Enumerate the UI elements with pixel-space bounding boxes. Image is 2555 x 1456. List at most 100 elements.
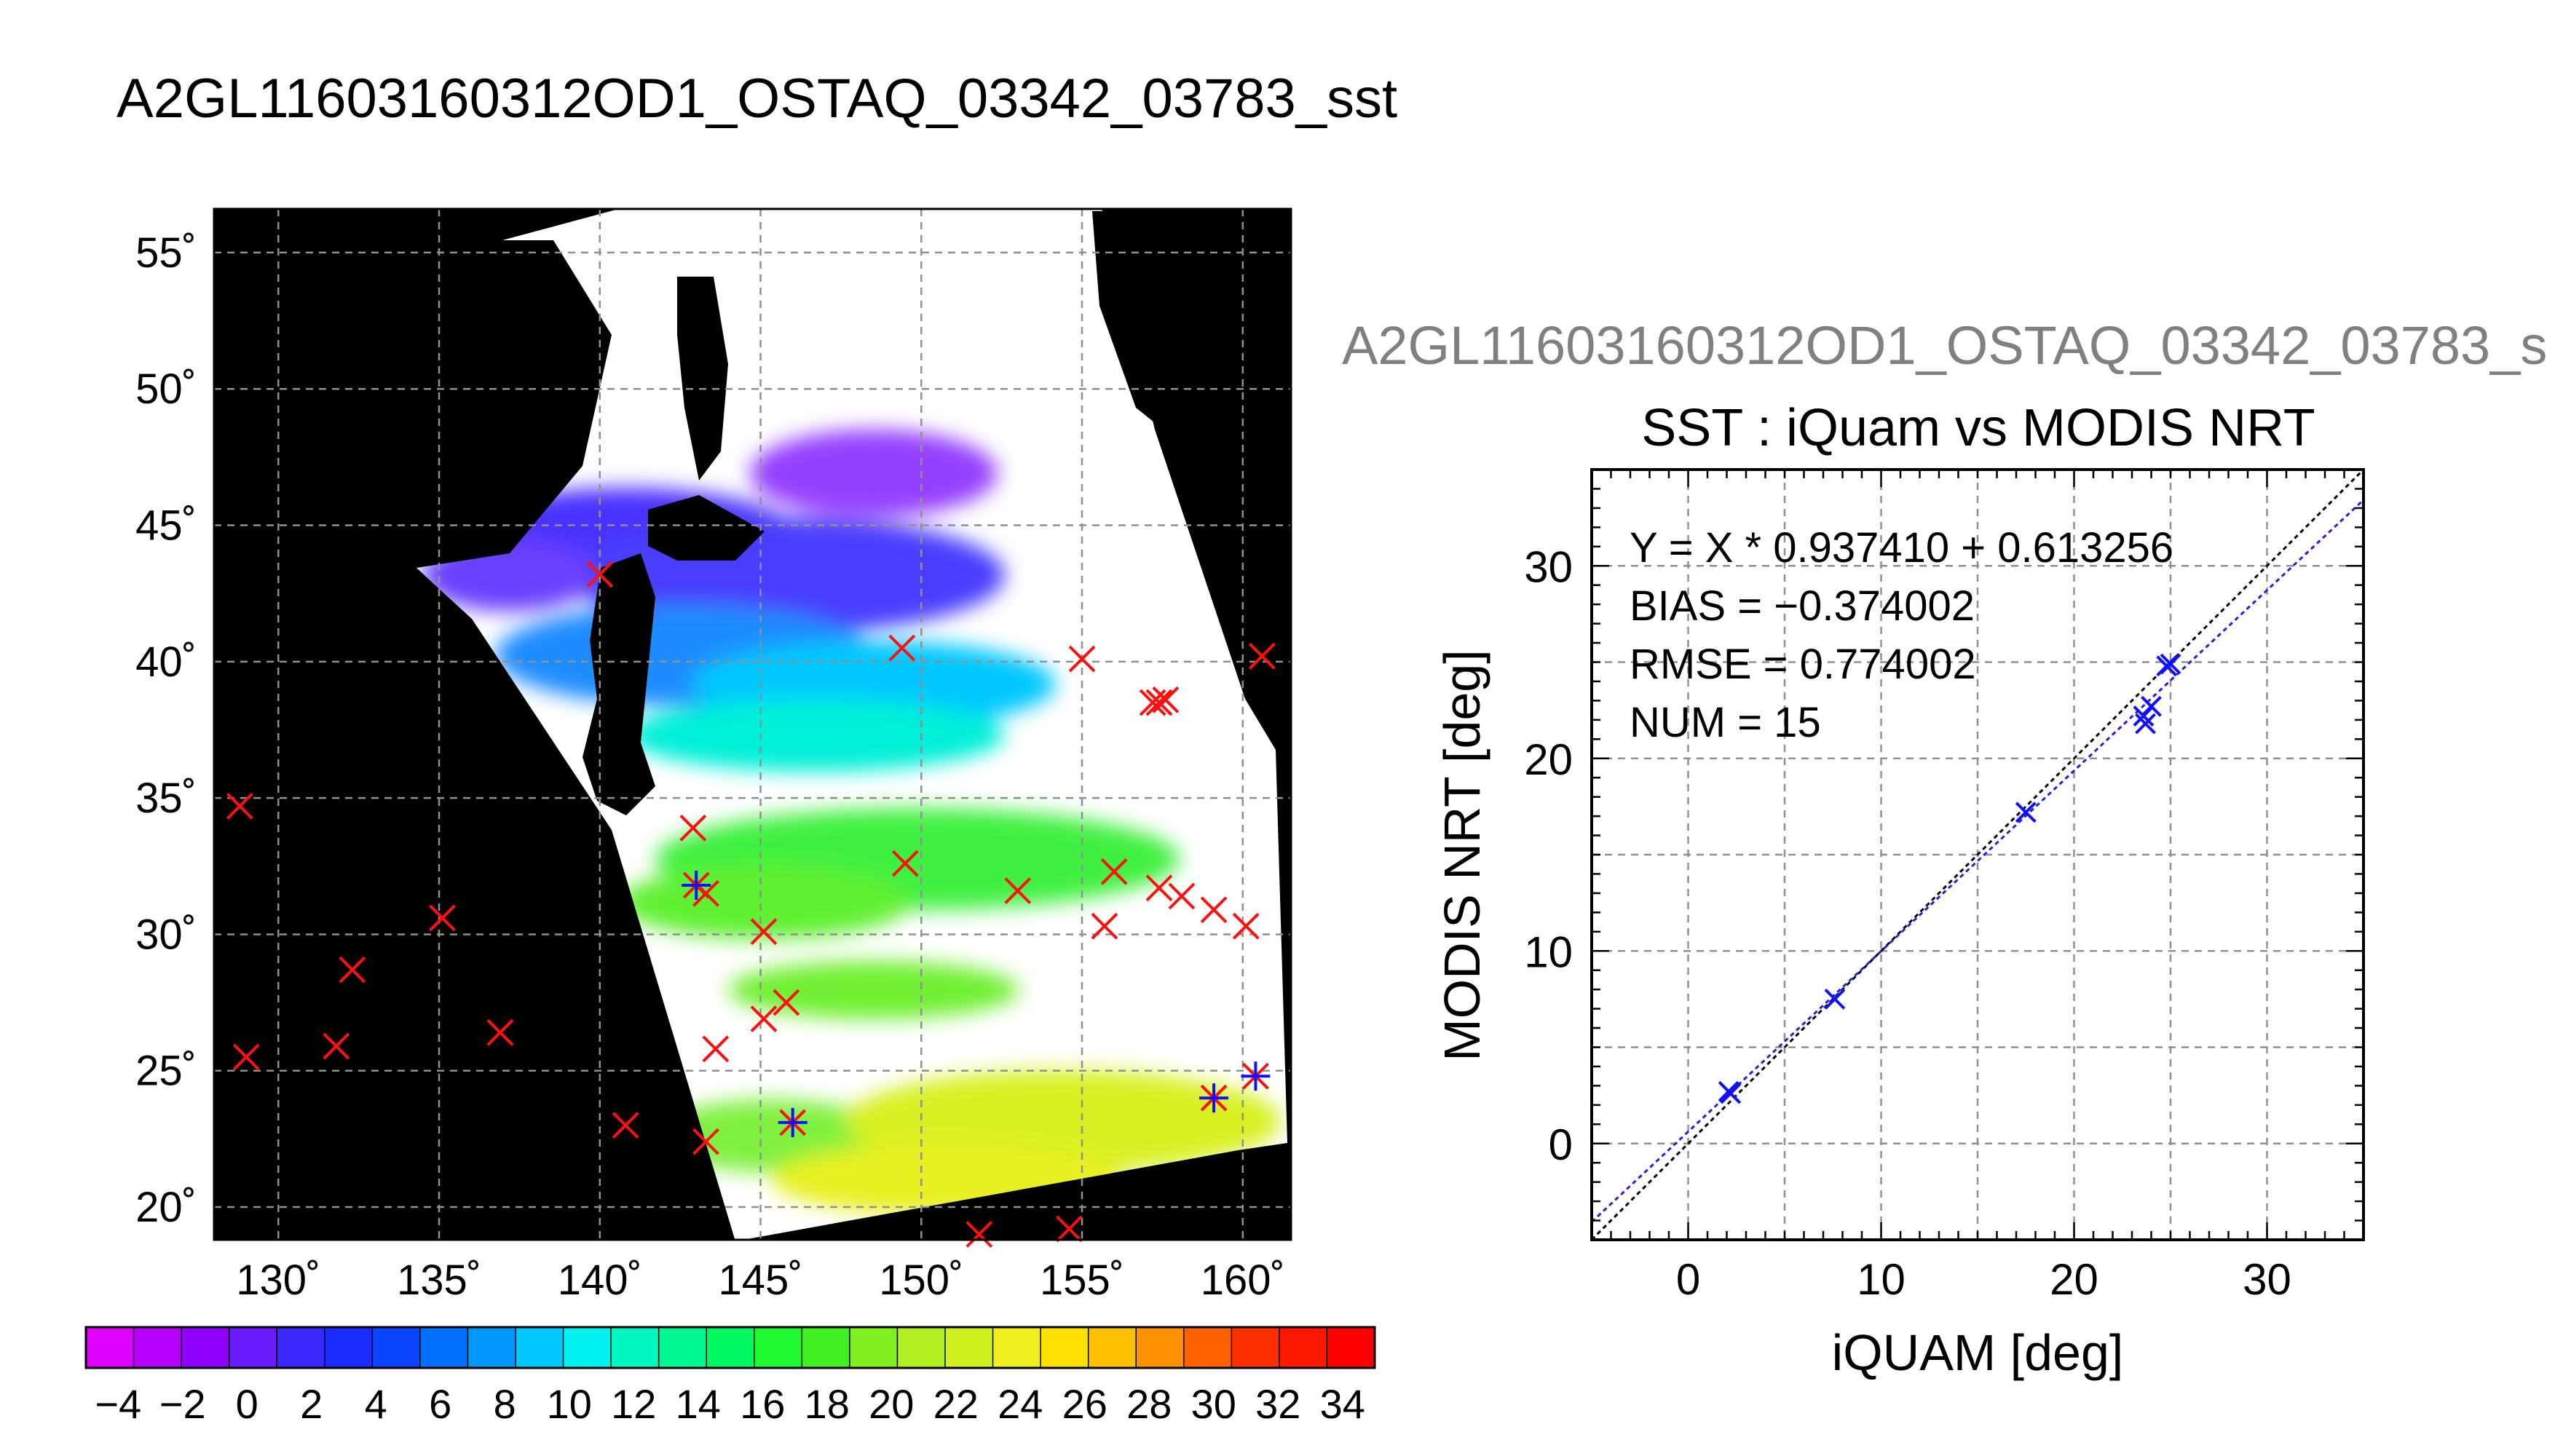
scatter-point (1720, 1083, 1742, 1104)
colorbar-tick-label: 26 (1062, 1381, 1107, 1427)
map-frame (213, 207, 1292, 1241)
map-lat-tick-label: 35˚ (135, 775, 197, 822)
map-lat-tick-label: 25˚ (135, 1048, 197, 1095)
colorbar-tick-label: −4 (95, 1381, 141, 1427)
colorbar-segment (1279, 1327, 1328, 1368)
colorbar: −4 −2 0 2 4 6 8 10 12 14 16 18 20 22 24 26 28 30 32 34 (84, 1326, 1376, 1427)
colorbar-segment (1088, 1327, 1137, 1368)
colorbar-tick-label: 28 (1126, 1381, 1172, 1427)
colorbar-tick-label: 10 (547, 1381, 592, 1427)
map-lat-tick-label: 30˚ (135, 911, 197, 958)
scatter-ylabel: MODIS NRT [deg] (1434, 649, 1490, 1061)
map-lon-tick-label: 140˚ (558, 1257, 642, 1296)
map-matchup-red (1248, 642, 1276, 670)
colorbar-tick-label: 0 (236, 1381, 258, 1427)
scatter-stats: Y = X * 0.937410 + 0.613256 BIAS = −0.37… (1630, 524, 2173, 746)
map-matchup-red (702, 1035, 730, 1063)
map-matchup-red (1068, 645, 1096, 673)
scatter-xlabel: iQUAM [deg] (1832, 1324, 2124, 1381)
colorbar-frame (84, 1326, 1376, 1369)
map-matchup-blue (778, 1107, 807, 1137)
scatter-x-tick-label: 10 (1857, 1255, 1906, 1304)
colorbar-segment (945, 1327, 994, 1368)
map-matchup-red (1145, 689, 1173, 716)
scatter-x-tick-labels: 0 10 20 30 (1676, 1255, 2291, 1304)
colorbar-tick-label: 6 (429, 1381, 451, 1427)
map-matchup-red (1152, 686, 1180, 713)
colorbar-segment (658, 1327, 707, 1368)
colorbar-segment (277, 1327, 325, 1368)
map-matchup-red (1055, 1215, 1083, 1243)
map-lon-ticks: 130˚ 135˚ 140˚ 145˚ 150˚ 155˚ 160˚ (236, 1257, 1285, 1296)
map-matchup-red (232, 1043, 260, 1071)
stat-bias: BIAS = −0.374002 (1630, 582, 1975, 630)
map-matchup-red (1232, 912, 1260, 940)
colorbar-segment (611, 1327, 660, 1368)
map-lon-tick-label: 155˚ (1040, 1257, 1124, 1296)
scatter-point (1824, 988, 1846, 1010)
colorbar-tick-label: 24 (998, 1381, 1043, 1427)
colorbar-segment (563, 1327, 612, 1368)
scatter-tick-marks (1590, 468, 2365, 1241)
stat-fit-equation: Y = X * 0.937410 + 0.613256 (1630, 524, 2173, 571)
map-lat-tick-label: 50˚ (135, 365, 197, 413)
map-lat-ticks: 55˚ 50˚ 45˚ 40˚ 35˚ 30˚ 25˚ 20˚ (135, 229, 197, 1231)
scatter-lines (1590, 468, 2365, 1241)
sakhalin (677, 277, 728, 480)
colorbar-tick-label: 34 (1320, 1381, 1365, 1427)
map-lon-tick-label: 135˚ (397, 1257, 481, 1296)
map-matchup-red (586, 561, 614, 588)
map-matchup-red (679, 814, 707, 842)
map-matchup-red (888, 634, 916, 662)
colorbar-segment (1231, 1327, 1280, 1368)
scatter-x-tick-label: 20 (2050, 1255, 2098, 1304)
colorbar-segment (754, 1327, 802, 1368)
scatter-x-tick-label: 0 (1676, 1255, 1700, 1304)
asia-mainland (416, 240, 612, 568)
map-matchup-red (339, 956, 366, 984)
colorbar-tick-label: 12 (611, 1381, 656, 1427)
colorbar-tick-label: 2 (300, 1381, 323, 1427)
map-matchup-red (965, 1221, 993, 1248)
scatter-y-tick-label: 10 (1524, 927, 1573, 976)
colorbar-segment (419, 1327, 469, 1368)
main-title: A2GL11603160312OD1_OSTAQ_03342_03783_sst (117, 68, 1398, 130)
map-lat-tick-label: 55˚ (135, 229, 197, 277)
colorbar-segments (86, 1327, 1375, 1368)
map-matchup-red (429, 904, 456, 932)
colorbar-tick-label: −2 (159, 1381, 206, 1427)
map-matchup-red (323, 1032, 350, 1060)
colorbar-segment (1183, 1327, 1232, 1368)
map-matchup-red (692, 1128, 719, 1155)
map-matchup-red (1004, 877, 1032, 904)
colorbar-tick-label: 8 (494, 1381, 516, 1427)
colorbar-segment (849, 1327, 899, 1368)
colorbar-segment (467, 1327, 516, 1368)
map-matchup-red (1091, 912, 1118, 940)
map-lat-tick-label: 40˚ (135, 638, 197, 686)
scatter-subtitle: A2GL11603160312OD1_OSTAQ_03342_03783_s (1342, 315, 2548, 376)
colorbar-segment (372, 1327, 421, 1368)
map-matchup-blue (1199, 1083, 1229, 1113)
colorbar-segment (706, 1327, 755, 1368)
scatter-y-tick-label: 20 (1524, 735, 1573, 784)
map-matchup-red (750, 1005, 778, 1032)
scatter-point (2135, 713, 2156, 735)
colorbar-tick-label: 4 (365, 1381, 387, 1427)
colorbar-segment (1327, 1327, 1375, 1368)
scatter-y-tick-label: 0 (1549, 1120, 1573, 1169)
map-lon-tick-label: 150˚ (879, 1257, 963, 1296)
map-lat-tick-label: 45˚ (135, 502, 197, 550)
map-lon-tick-label: 160˚ (1201, 1257, 1285, 1296)
colorbar-segment (181, 1327, 230, 1368)
scatter-x-tick-label: 30 (2243, 1255, 2291, 1304)
colorbar-tick-label: 18 (805, 1381, 850, 1427)
map-matchup-blue (1241, 1061, 1271, 1091)
scatter-y-tick-labels: 0 10 20 30 (1524, 542, 1573, 1169)
colorbar-tick-label: 30 (1191, 1381, 1236, 1427)
map-matchup-red (1145, 874, 1173, 902)
identity-line (1590, 468, 2365, 1241)
colorbar-segment (133, 1327, 182, 1368)
map-matchup-red (1100, 858, 1128, 885)
